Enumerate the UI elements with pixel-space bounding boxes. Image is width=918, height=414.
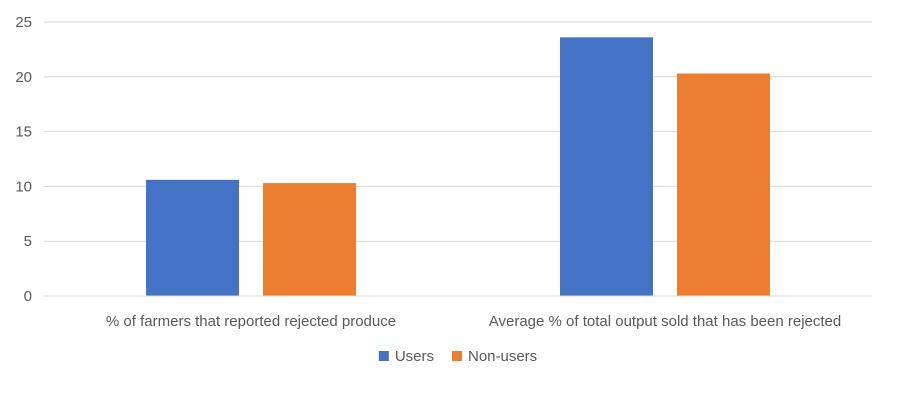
y-tick-label: 0 (24, 288, 32, 305)
bar-users-0 (146, 179, 239, 296)
legend-item-non-users: Non-users (451, 348, 537, 365)
y-tick-label: 15 (15, 124, 32, 141)
bar-non-users-1 (677, 73, 770, 297)
legend-swatch (451, 351, 462, 361)
x-category-label: Average % of total output sold that has … (489, 313, 841, 330)
x-axis-category-labels: % of farmers that reported rejected prod… (106, 313, 841, 330)
legend-item-users: Users (378, 348, 434, 365)
bars (146, 37, 770, 297)
y-tick-label: 5 (24, 233, 32, 250)
y-tick-label: 10 (15, 178, 32, 195)
y-tick-label: 20 (15, 69, 32, 86)
legend-label: Non-users (468, 348, 537, 365)
legend-label: Users (395, 348, 434, 365)
legend: Users Non-users (378, 348, 537, 365)
y-tick-label: 25 (15, 14, 32, 31)
bar-non-users-0 (263, 183, 356, 296)
x-category-label: % of farmers that reported rejected prod… (106, 313, 396, 330)
bar-users-1 (560, 37, 653, 297)
y-axis-tick-labels: 0 5 10 15 20 25 (15, 14, 32, 305)
legend-swatch (378, 351, 389, 361)
